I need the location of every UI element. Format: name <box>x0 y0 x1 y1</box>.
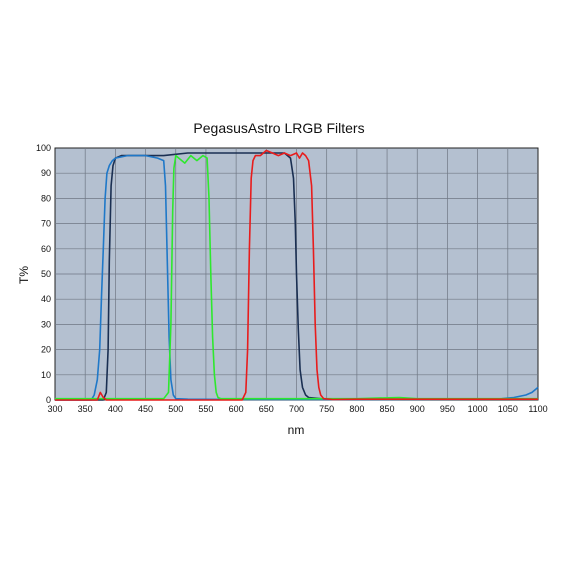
x-tick-label: 1100 <box>528 404 547 414</box>
x-tick-label: 650 <box>259 404 274 414</box>
x-tick-label: 950 <box>440 404 455 414</box>
series-line-0 <box>55 152 538 401</box>
x-tick-label: 850 <box>380 404 395 414</box>
y-tick-label: 0 <box>46 395 51 405</box>
y-tick-label: 90 <box>41 168 51 178</box>
y-tick-label: 40 <box>41 294 51 304</box>
x-tick-label: 900 <box>410 404 425 414</box>
y-tick-label: 30 <box>41 319 51 329</box>
x-tick-label: 1000 <box>468 404 488 414</box>
y-tick-label: 60 <box>41 244 51 254</box>
y-tick-label: 100 <box>36 143 51 153</box>
x-tick-label: 550 <box>198 404 213 414</box>
series-line-3 <box>55 149 538 401</box>
y-tick-label: 20 <box>41 345 51 355</box>
x-tick-label: 1050 <box>498 404 518 414</box>
x-tick-label: 700 <box>289 404 304 414</box>
x-tick-label: 500 <box>168 404 183 414</box>
y-axis-label: T% <box>17 266 31 284</box>
y-axis-ticks: 0 10 20 30 40 50 60 70 80 90 100 <box>36 143 51 405</box>
chart-title: PegasusAstro LRGB Filters <box>193 120 364 136</box>
x-tick-label: 400 <box>108 404 123 414</box>
x-tick-label: 800 <box>349 404 364 414</box>
x-tick-label: 600 <box>229 404 244 414</box>
x-tick-label: 450 <box>138 404 153 414</box>
x-tick-label: 750 <box>319 404 334 414</box>
y-tick-label: 50 <box>41 269 51 279</box>
x-axis-label: nm <box>288 423 305 437</box>
series-layer <box>55 149 539 401</box>
y-tick-label: 80 <box>41 193 51 203</box>
y-tick-label: 10 <box>41 370 51 380</box>
y-tick-label: 70 <box>41 219 51 229</box>
x-tick-label: 350 <box>78 404 93 414</box>
x-tick-label: 300 <box>47 404 62 414</box>
x-axis-ticks: 300 350 400 450 500 550 600 650 700 750 800 850 900 9… <box>47 404 547 414</box>
gridlines <box>55 148 538 400</box>
series-line-2 <box>55 154 538 400</box>
